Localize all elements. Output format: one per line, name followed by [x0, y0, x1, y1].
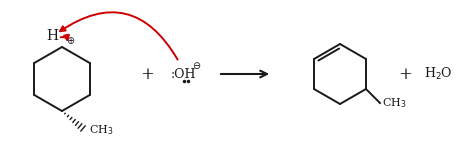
Text: $\oplus$: $\oplus$ [66, 35, 76, 46]
Text: H$_2$O: H$_2$O [424, 66, 452, 82]
Text: H: H [46, 29, 58, 43]
Text: CH$_3$: CH$_3$ [382, 96, 406, 110]
FancyArrowPatch shape [61, 35, 69, 40]
Text: +: + [398, 66, 412, 82]
Text: +: + [140, 66, 154, 82]
Text: $\ominus$: $\ominus$ [192, 60, 202, 71]
Text: :OH: :OH [170, 67, 196, 81]
FancyArrowPatch shape [60, 12, 178, 60]
Text: CH$_3$: CH$_3$ [89, 123, 113, 137]
